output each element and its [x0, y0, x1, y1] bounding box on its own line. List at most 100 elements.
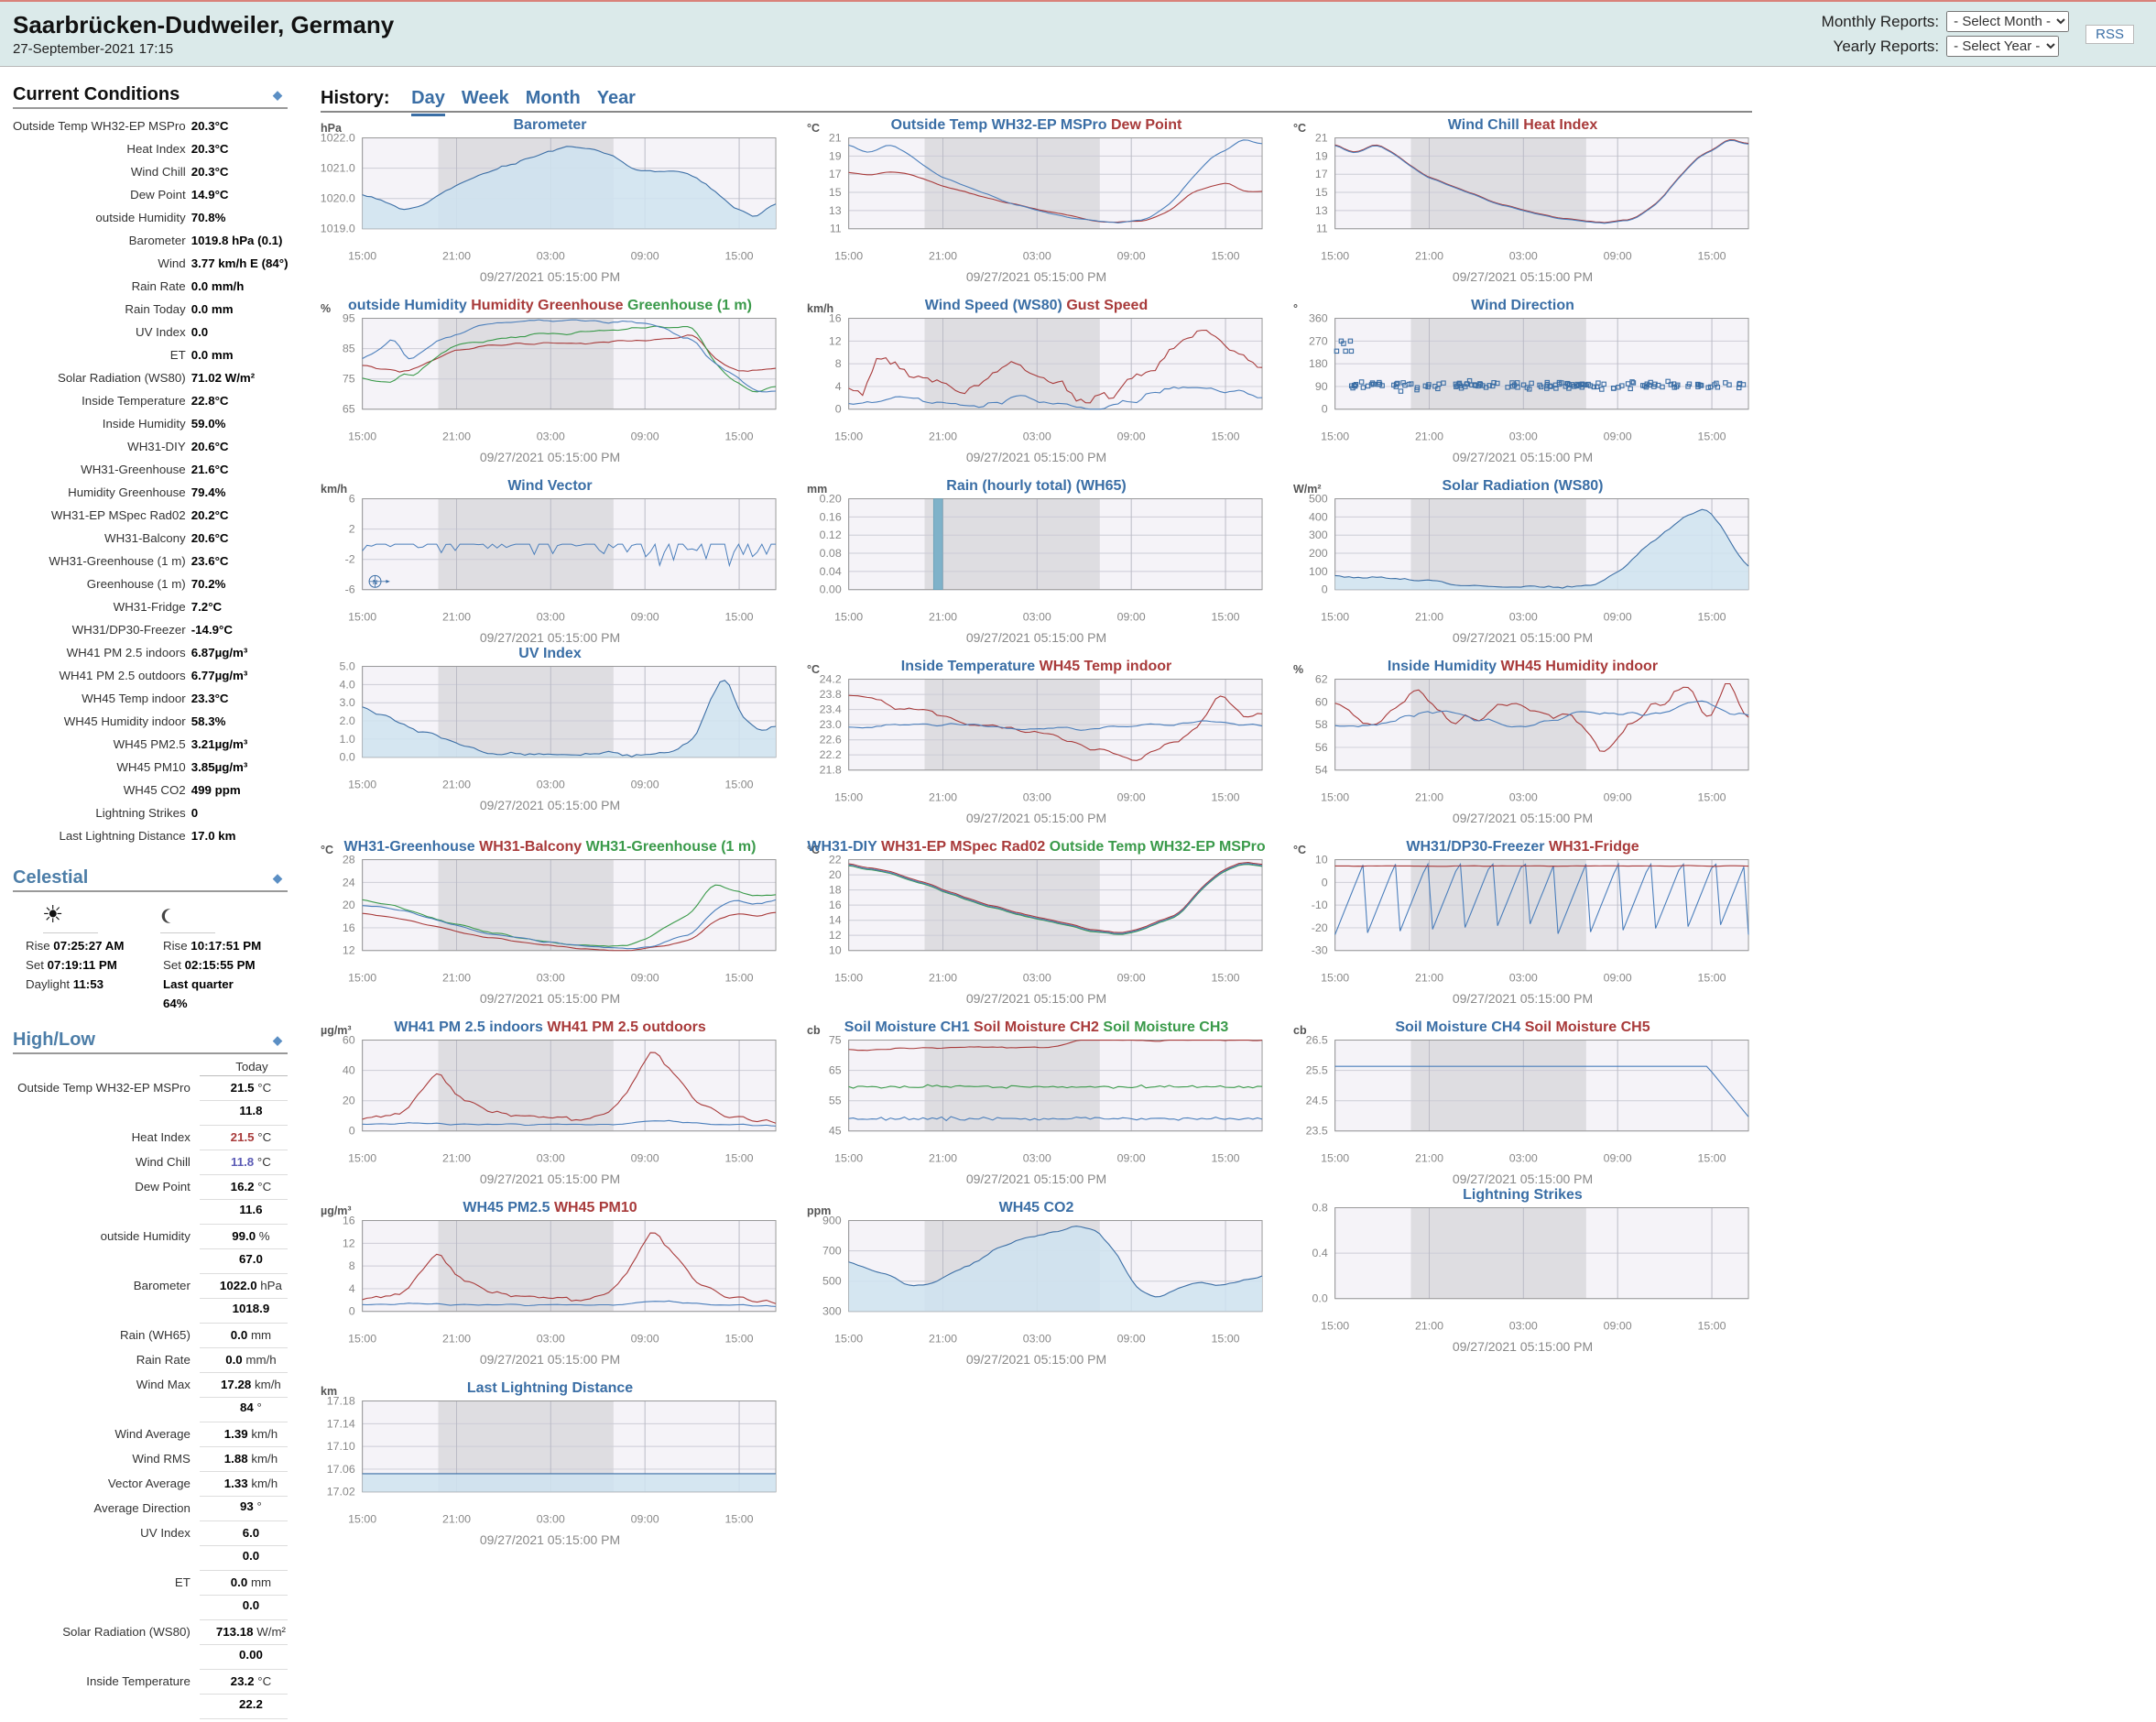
svg-text:25.5: 25.5 — [1306, 1064, 1328, 1077]
svg-text:09:00: 09:00 — [631, 1512, 659, 1525]
svg-text:12: 12 — [829, 929, 842, 942]
svg-text:15:00: 15:00 — [1698, 790, 1726, 803]
svg-text:95: 95 — [343, 314, 355, 324]
svg-text:21:00: 21:00 — [929, 790, 957, 803]
svg-text:100: 100 — [1309, 565, 1328, 578]
svg-text:0.16: 0.16 — [820, 510, 842, 523]
svg-text:15:00: 15:00 — [725, 249, 754, 262]
svg-text:85: 85 — [343, 343, 355, 355]
svg-text:20: 20 — [829, 868, 842, 881]
svg-text:15:00: 15:00 — [834, 430, 863, 442]
svg-text:21:00: 21:00 — [1415, 790, 1443, 803]
svg-text:15:00: 15:00 — [725, 1151, 754, 1164]
svg-text:03:00: 03:00 — [1023, 1151, 1051, 1164]
svg-text:15:00: 15:00 — [1321, 249, 1349, 262]
svg-text:26.5: 26.5 — [1306, 1036, 1328, 1046]
svg-text:15:00: 15:00 — [834, 790, 863, 803]
svg-text:0.04: 0.04 — [820, 565, 842, 578]
svg-text:21:00: 21:00 — [1415, 430, 1443, 442]
svg-text:1020.0: 1020.0 — [321, 192, 355, 205]
svg-text:09:00: 09:00 — [631, 1332, 659, 1345]
svg-text:23.8: 23.8 — [820, 688, 842, 701]
svg-text:60: 60 — [1315, 695, 1328, 708]
svg-text:09:00: 09:00 — [1117, 1151, 1146, 1164]
svg-text:8: 8 — [349, 1259, 355, 1272]
svg-text:1021.0: 1021.0 — [321, 162, 355, 175]
svg-text:21:00: 21:00 — [442, 430, 471, 442]
svg-text:24: 24 — [343, 876, 355, 888]
svg-text:15:00: 15:00 — [1321, 790, 1349, 803]
svg-text:15:00: 15:00 — [725, 1512, 754, 1525]
svg-text:03:00: 03:00 — [1509, 430, 1538, 442]
svg-text:0: 0 — [1322, 876, 1328, 888]
svg-text:21:00: 21:00 — [442, 610, 471, 623]
svg-text:03:00: 03:00 — [1023, 1332, 1051, 1345]
svg-text:28: 28 — [343, 856, 355, 866]
svg-text:09:00: 09:00 — [1117, 971, 1146, 984]
svg-text:15: 15 — [829, 186, 842, 199]
svg-text:54: 54 — [1315, 764, 1328, 777]
svg-text:-20: -20 — [1312, 921, 1328, 934]
svg-text:10: 10 — [1315, 856, 1328, 866]
svg-text:17.10: 17.10 — [327, 1440, 355, 1453]
svg-text:24.2: 24.2 — [820, 675, 842, 685]
svg-text:09:00: 09:00 — [1117, 1332, 1146, 1345]
svg-text:15: 15 — [1315, 186, 1328, 199]
svg-text:15:00: 15:00 — [834, 1332, 863, 1345]
svg-text:09:00: 09:00 — [1604, 610, 1632, 623]
svg-text:17.06: 17.06 — [327, 1463, 355, 1476]
svg-text:0: 0 — [1322, 583, 1328, 596]
svg-text:15:00: 15:00 — [834, 971, 863, 984]
svg-text:1019.0: 1019.0 — [321, 223, 355, 235]
svg-text:15:00: 15:00 — [1698, 249, 1726, 262]
svg-text:21:00: 21:00 — [442, 778, 471, 790]
svg-text:15:00: 15:00 — [725, 430, 754, 442]
svg-text:03:00: 03:00 — [537, 430, 565, 442]
svg-text:300: 300 — [1309, 529, 1328, 541]
svg-text:400: 400 — [1309, 510, 1328, 523]
svg-text:21: 21 — [1315, 134, 1328, 144]
svg-text:09:00: 09:00 — [1604, 249, 1632, 262]
svg-text:21:00: 21:00 — [442, 1512, 471, 1525]
svg-text:0: 0 — [349, 1305, 355, 1318]
svg-text:20: 20 — [343, 899, 355, 911]
svg-text:21:00: 21:00 — [442, 1332, 471, 1345]
svg-text:19: 19 — [829, 149, 842, 162]
svg-text:3.0: 3.0 — [339, 696, 354, 709]
svg-text:09:00: 09:00 — [1117, 790, 1146, 803]
svg-text:0.8: 0.8 — [1312, 1204, 1327, 1214]
svg-text:0.00: 0.00 — [820, 583, 842, 596]
svg-text:1.0: 1.0 — [339, 733, 354, 746]
svg-text:15:00: 15:00 — [348, 778, 376, 790]
svg-text:60: 60 — [343, 1036, 355, 1046]
svg-text:15:00: 15:00 — [725, 1332, 754, 1345]
svg-text:15:00: 15:00 — [348, 971, 376, 984]
svg-text:15:00: 15:00 — [1212, 249, 1240, 262]
svg-text:03:00: 03:00 — [537, 778, 565, 790]
svg-text:17.02: 17.02 — [327, 1486, 355, 1499]
svg-text:15:00: 15:00 — [1321, 610, 1349, 623]
svg-text:-30: -30 — [1312, 944, 1328, 957]
svg-text:12: 12 — [343, 1237, 355, 1249]
svg-text:14: 14 — [829, 914, 842, 927]
svg-text:16: 16 — [829, 899, 842, 911]
svg-text:16: 16 — [343, 1216, 355, 1226]
svg-text:5.0: 5.0 — [339, 662, 354, 672]
svg-text:03:00: 03:00 — [1509, 1319, 1538, 1332]
svg-text:15:00: 15:00 — [348, 610, 376, 623]
svg-text:21:00: 21:00 — [442, 249, 471, 262]
svg-text:15:00: 15:00 — [1698, 1319, 1726, 1332]
svg-text:22: 22 — [829, 856, 842, 866]
svg-text:21:00: 21:00 — [929, 1151, 957, 1164]
svg-text:15:00: 15:00 — [1321, 430, 1349, 442]
svg-text:21:00: 21:00 — [442, 1151, 471, 1164]
svg-text:21:00: 21:00 — [929, 430, 957, 442]
svg-text:15:00: 15:00 — [348, 1332, 376, 1345]
svg-text:03:00: 03:00 — [1023, 430, 1051, 442]
svg-text:17.14: 17.14 — [327, 1417, 355, 1430]
svg-text:500: 500 — [1309, 495, 1328, 505]
svg-text:03:00: 03:00 — [537, 1151, 565, 1164]
svg-text:15:00: 15:00 — [1212, 610, 1240, 623]
svg-text:15:00: 15:00 — [725, 610, 754, 623]
svg-text:1022.0: 1022.0 — [321, 134, 355, 144]
